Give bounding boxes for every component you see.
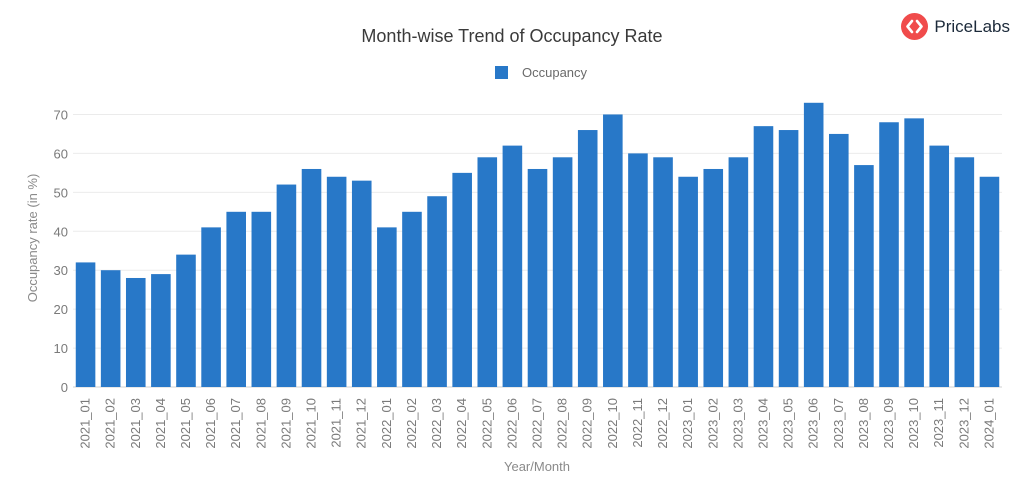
x-axis-ticks: 2021_01 2021_02 2021_03 2021_04 2021_05 2021_… xyxy=(78,398,997,449)
bar-2023_01[interactable] xyxy=(678,176,698,387)
bar-2023_05[interactable] xyxy=(778,130,799,388)
x-tick-label: 2023_12 xyxy=(956,398,971,449)
x-tick-label: 2021_11 xyxy=(329,398,344,448)
bar-2021_01[interactable] xyxy=(75,262,96,387)
bar-2023_07[interactable] xyxy=(829,133,849,387)
pricelabs-logo-icon xyxy=(901,13,929,40)
bar-2021_11[interactable] xyxy=(326,176,347,387)
x-tick-label: 2024_01 xyxy=(981,398,996,449)
x-tick-label: 2023_06 xyxy=(806,398,821,449)
legend-label-occupancy: Occupancy xyxy=(522,65,588,80)
bar-2023_06[interactable] xyxy=(803,102,824,387)
bar-2022_02[interactable] xyxy=(402,211,422,387)
bar-2021_04[interactable] xyxy=(151,274,171,387)
bar-2021_09[interactable] xyxy=(276,184,297,387)
y-tick-label: 30 xyxy=(54,263,68,278)
x-tick-label: 2022_10 xyxy=(605,398,620,449)
bar-2023_03[interactable] xyxy=(728,157,749,387)
x-tick-label: 2021_08 xyxy=(253,398,268,449)
y-tick-label: 60 xyxy=(54,146,68,161)
bar-2021_10[interactable] xyxy=(301,168,322,387)
y-tick-label: 0 xyxy=(61,380,68,395)
bar-2023_09[interactable] xyxy=(879,122,899,388)
bar-2022_05[interactable] xyxy=(477,157,498,387)
x-axis-title: Year/Month xyxy=(504,459,570,474)
x-tick-label: 2023_01 xyxy=(680,398,695,449)
x-tick-label: 2022_03 xyxy=(429,398,444,449)
bars xyxy=(75,102,1000,388)
x-tick-label: 2022_07 xyxy=(530,398,545,449)
x-tick-label: 2021_01 xyxy=(78,398,93,449)
bar-2021_12[interactable] xyxy=(351,180,372,387)
x-tick-label: 2021_10 xyxy=(304,398,319,449)
x-tick-label: 2021_12 xyxy=(354,398,369,449)
x-tick-label: 2023_05 xyxy=(781,398,796,449)
x-tick-label: 2021_06 xyxy=(203,398,218,449)
bar-2022_01[interactable] xyxy=(377,227,397,387)
bar-2021_03[interactable] xyxy=(125,277,146,387)
x-tick-label: 2023_08 xyxy=(856,398,871,449)
brand-name: PriceLabs xyxy=(934,16,1010,36)
bar-2023_11[interactable] xyxy=(929,145,950,387)
x-tick-label: 2022_04 xyxy=(454,398,469,449)
bar-2022_11[interactable] xyxy=(628,153,648,387)
bar-2023_02[interactable] xyxy=(703,168,724,387)
legend: Occupancy xyxy=(495,65,588,80)
bar-2021_02[interactable] xyxy=(100,270,121,387)
pricelabs-logo: PriceLabs xyxy=(901,13,1010,40)
y-tick-label: 40 xyxy=(54,224,68,239)
bar-2022_03[interactable] xyxy=(427,196,447,387)
bar-2022_09[interactable] xyxy=(577,130,598,388)
x-tick-label: 2023_09 xyxy=(881,398,896,449)
x-tick-label: 2022_12 xyxy=(655,398,670,449)
x-tick-label: 2021_04 xyxy=(153,398,168,449)
x-tick-label: 2022_05 xyxy=(479,398,494,449)
bar-2022_10[interactable] xyxy=(603,114,623,387)
x-tick-label: 2023_10 xyxy=(906,398,921,449)
x-tick-label: 2022_09 xyxy=(580,398,595,449)
x-tick-label: 2023_04 xyxy=(755,398,770,449)
bar-2023_08[interactable] xyxy=(854,165,874,387)
x-tick-label: 2023_02 xyxy=(705,398,720,449)
x-tick-label: 2023_07 xyxy=(831,398,846,449)
y-axis-title: Occupancy rate (in %) xyxy=(25,174,40,303)
y-tick-label: 20 xyxy=(54,302,68,317)
x-tick-label: 2022_02 xyxy=(404,398,419,449)
x-tick-label: 2023_03 xyxy=(730,398,745,449)
x-tick-label: 2021_09 xyxy=(278,398,293,449)
x-tick-label: 2021_02 xyxy=(103,398,118,449)
bar-2023_10[interactable] xyxy=(904,118,924,388)
x-tick-label: 2021_07 xyxy=(228,398,243,449)
bar-2022_08[interactable] xyxy=(552,157,573,387)
bar-2021_08[interactable] xyxy=(251,211,272,387)
y-tick-label: 10 xyxy=(54,341,68,356)
bar-2022_04[interactable] xyxy=(452,172,472,387)
bar-2021_06[interactable] xyxy=(201,227,221,387)
bar-2023_12[interactable] xyxy=(954,157,975,387)
x-tick-label: 2022_08 xyxy=(555,398,570,449)
chart-title: Month-wise Trend of Occupancy Rate xyxy=(361,26,663,46)
x-tick-label: 2023_11 xyxy=(931,398,946,448)
bar-2023_04[interactable] xyxy=(753,126,774,387)
x-tick-label: 2021_03 xyxy=(128,398,143,449)
y-tick-label: 70 xyxy=(54,107,68,122)
y-axis-ticks: 0 10 20 30 40 50 60 70 xyxy=(54,107,68,395)
bar-2021_05[interactable] xyxy=(176,254,196,387)
x-tick-label: 2022_06 xyxy=(504,398,519,449)
bar-2022_07[interactable] xyxy=(527,168,548,387)
x-tick-label: 2022_01 xyxy=(379,398,394,449)
bar-2021_07[interactable] xyxy=(226,211,246,387)
bar-2022_12[interactable] xyxy=(653,157,673,387)
bar-2022_06[interactable] xyxy=(502,145,523,387)
x-tick-label: 2021_05 xyxy=(178,398,193,449)
legend-swatch-occupancy[interactable] xyxy=(495,66,508,79)
x-tick-label: 2022_11 xyxy=(630,398,645,448)
y-tick-label: 50 xyxy=(54,185,68,200)
bar-2024_01[interactable] xyxy=(979,176,1000,387)
